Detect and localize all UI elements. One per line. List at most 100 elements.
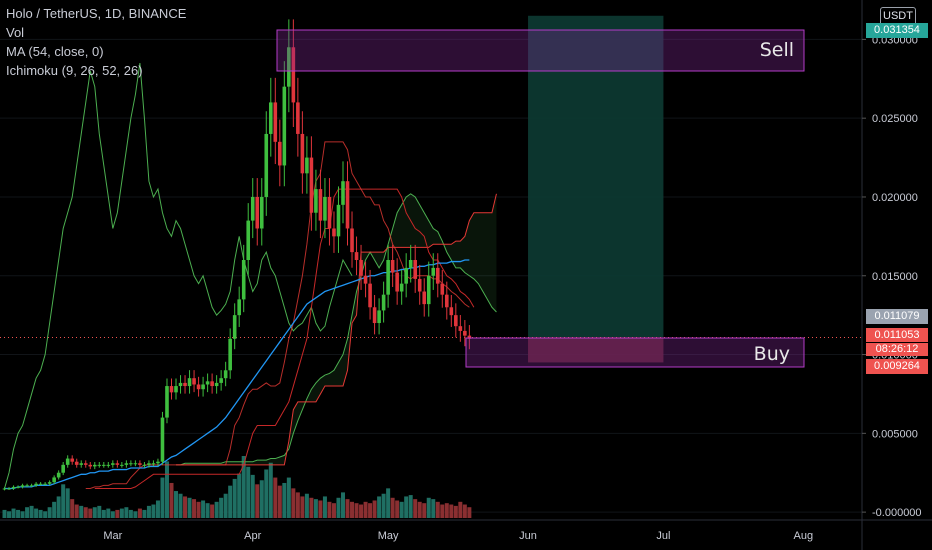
candle-body [219, 378, 223, 383]
volume-bar [16, 509, 21, 518]
volume-bar [174, 491, 179, 518]
candle-body [232, 315, 237, 339]
candle-body [287, 47, 291, 87]
volume-bar [115, 509, 120, 518]
volume-bar [259, 480, 264, 518]
volume-bar [219, 497, 224, 518]
symbol-title[interactable]: Holo / TetherUS, 1D, BINANCE [6, 6, 187, 21]
candle-body [264, 133, 269, 197]
volume-bar [435, 501, 440, 518]
volume-bar [205, 503, 210, 518]
candle-body [386, 260, 390, 295]
y-tick-label: 0.015000 [872, 271, 918, 283]
candle-body [196, 384, 201, 390]
candle-body [454, 315, 458, 327]
candle-body [74, 461, 79, 465]
volume-bar [169, 482, 174, 518]
candle-body [417, 278, 422, 292]
volume-bar [74, 504, 79, 518]
candle-body [11, 486, 16, 489]
candle-body [214, 382, 219, 387]
volume-bar [453, 505, 458, 518]
trade-zones[interactable]: Sell Buy [276, 29, 805, 368]
candle-body [174, 386, 178, 393]
volume-bar [295, 492, 300, 518]
candle-body [463, 330, 467, 336]
candle-body [250, 196, 255, 221]
candle-body [111, 463, 115, 465]
candle-body [142, 464, 147, 466]
candle-body [259, 196, 264, 229]
volume-bar [187, 497, 192, 518]
volume-bar [331, 503, 336, 518]
volume-bar [340, 492, 345, 518]
candle-body [467, 335, 472, 339]
volume-bar [25, 507, 30, 518]
candle-body [332, 228, 336, 237]
x-tick-label: Jul [656, 530, 670, 542]
projection-profit-area [528, 15, 664, 338]
candle-body [305, 157, 309, 174]
volume-bar [47, 507, 52, 518]
projection-loss-area [528, 337, 664, 363]
volume-bar [449, 504, 454, 518]
volume-bar [146, 505, 151, 518]
volume-bar [309, 497, 314, 518]
candlesticks [2, 19, 472, 491]
candle-body [38, 483, 43, 485]
candle-body [70, 458, 75, 462]
candle-body [377, 310, 381, 324]
volume-bar [133, 511, 138, 518]
candle-body [92, 464, 97, 467]
volume-bar [137, 508, 142, 518]
ichimoku-tenkan [85, 141, 470, 489]
candle-body [52, 477, 56, 483]
volume-bar [359, 504, 364, 518]
candle-body [273, 102, 278, 142]
volume-bar [178, 493, 183, 518]
candle-body [444, 294, 449, 308]
price-badge-high: 0.031354 [866, 23, 928, 38]
candle-body [309, 157, 314, 213]
volume-bar [313, 499, 318, 518]
volume-bar [241, 456, 246, 518]
volume-bar [390, 497, 395, 518]
candle-body [124, 463, 129, 465]
candle-body [323, 196, 327, 221]
buy-zone[interactable] [465, 337, 805, 368]
volume-bar [196, 501, 201, 518]
candle-body [133, 463, 138, 465]
volume-bar [286, 477, 291, 518]
candle-body [314, 189, 318, 213]
volume-bar [431, 499, 436, 518]
volume-bar [228, 485, 233, 518]
candle-body [120, 464, 124, 466]
candle-body [327, 196, 332, 229]
volume-indicator-label[interactable]: Vol [6, 25, 25, 40]
volume-bar [264, 469, 269, 518]
ichimoku-indicator-label[interactable]: Ichimoku (9, 26, 52, 26) [6, 63, 143, 78]
volume-bar [350, 501, 355, 518]
currency-button[interactable]: USDT [880, 7, 916, 26]
candle-body [404, 267, 408, 284]
candle-body [183, 382, 187, 387]
volume-bar [210, 504, 215, 518]
y-tick-label: -0.000000 [872, 507, 922, 519]
candle-body [147, 463, 151, 465]
candle-body [169, 386, 174, 393]
candle-body [129, 463, 133, 465]
volume-bar [246, 466, 251, 518]
ma-indicator-label[interactable]: MA (54, close, 0) [6, 44, 104, 59]
volume-bar [11, 508, 16, 518]
volume-bar [34, 508, 39, 518]
price-badge-countdown: 08:26:12 [866, 343, 928, 356]
candle-body [318, 189, 323, 221]
volume-bar [304, 493, 309, 518]
volume-bar [237, 473, 242, 518]
candle-body [29, 485, 34, 487]
candle-body [336, 204, 341, 237]
candle-body [88, 464, 93, 467]
candle-body [345, 181, 350, 229]
sell-zone[interactable] [276, 29, 805, 72]
